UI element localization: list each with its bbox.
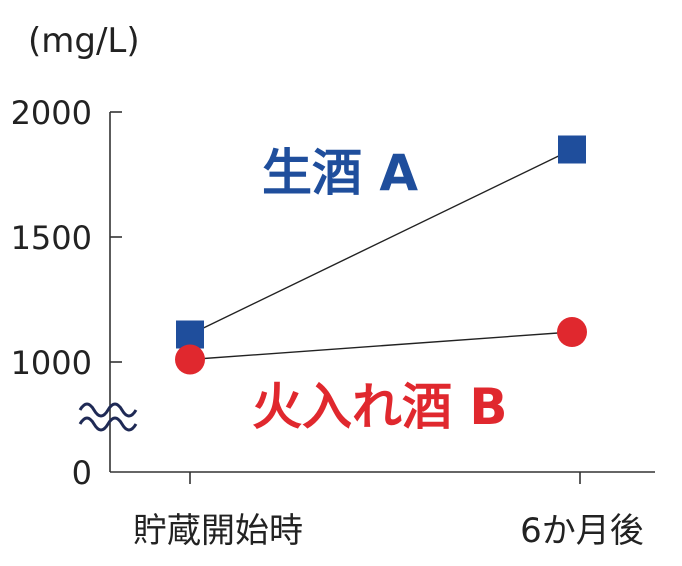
series-line-nama: [189, 148, 573, 336]
data-point-nama-1: [558, 135, 586, 164]
x-tick-label-6months: 6か月後: [520, 511, 644, 551]
y-tick-label-1000: 1000: [11, 344, 92, 382]
data-point-hiire-1: [557, 317, 587, 347]
y-tick-label-1500: 1500: [11, 219, 92, 257]
y-tick-label-0: 0: [72, 454, 92, 492]
data-point-nama-0: [176, 320, 204, 349]
series-label-nama: 生酒 A: [262, 144, 418, 202]
series-line-hiire: [189, 331, 573, 361]
x-tick-label-start: 貯蔵開始時: [133, 511, 303, 551]
y-unit-label: (mg/L): [28, 21, 140, 61]
y-ticks: 2000 1500 1000 0: [11, 94, 122, 492]
axis-break-icon: [78, 402, 138, 432]
series-label-hiire: 火入れ酒 B: [252, 378, 508, 436]
markers: [175, 135, 587, 375]
data-point-hiire-0: [175, 344, 205, 375]
y-tick-label-2000: 2000: [11, 94, 92, 132]
